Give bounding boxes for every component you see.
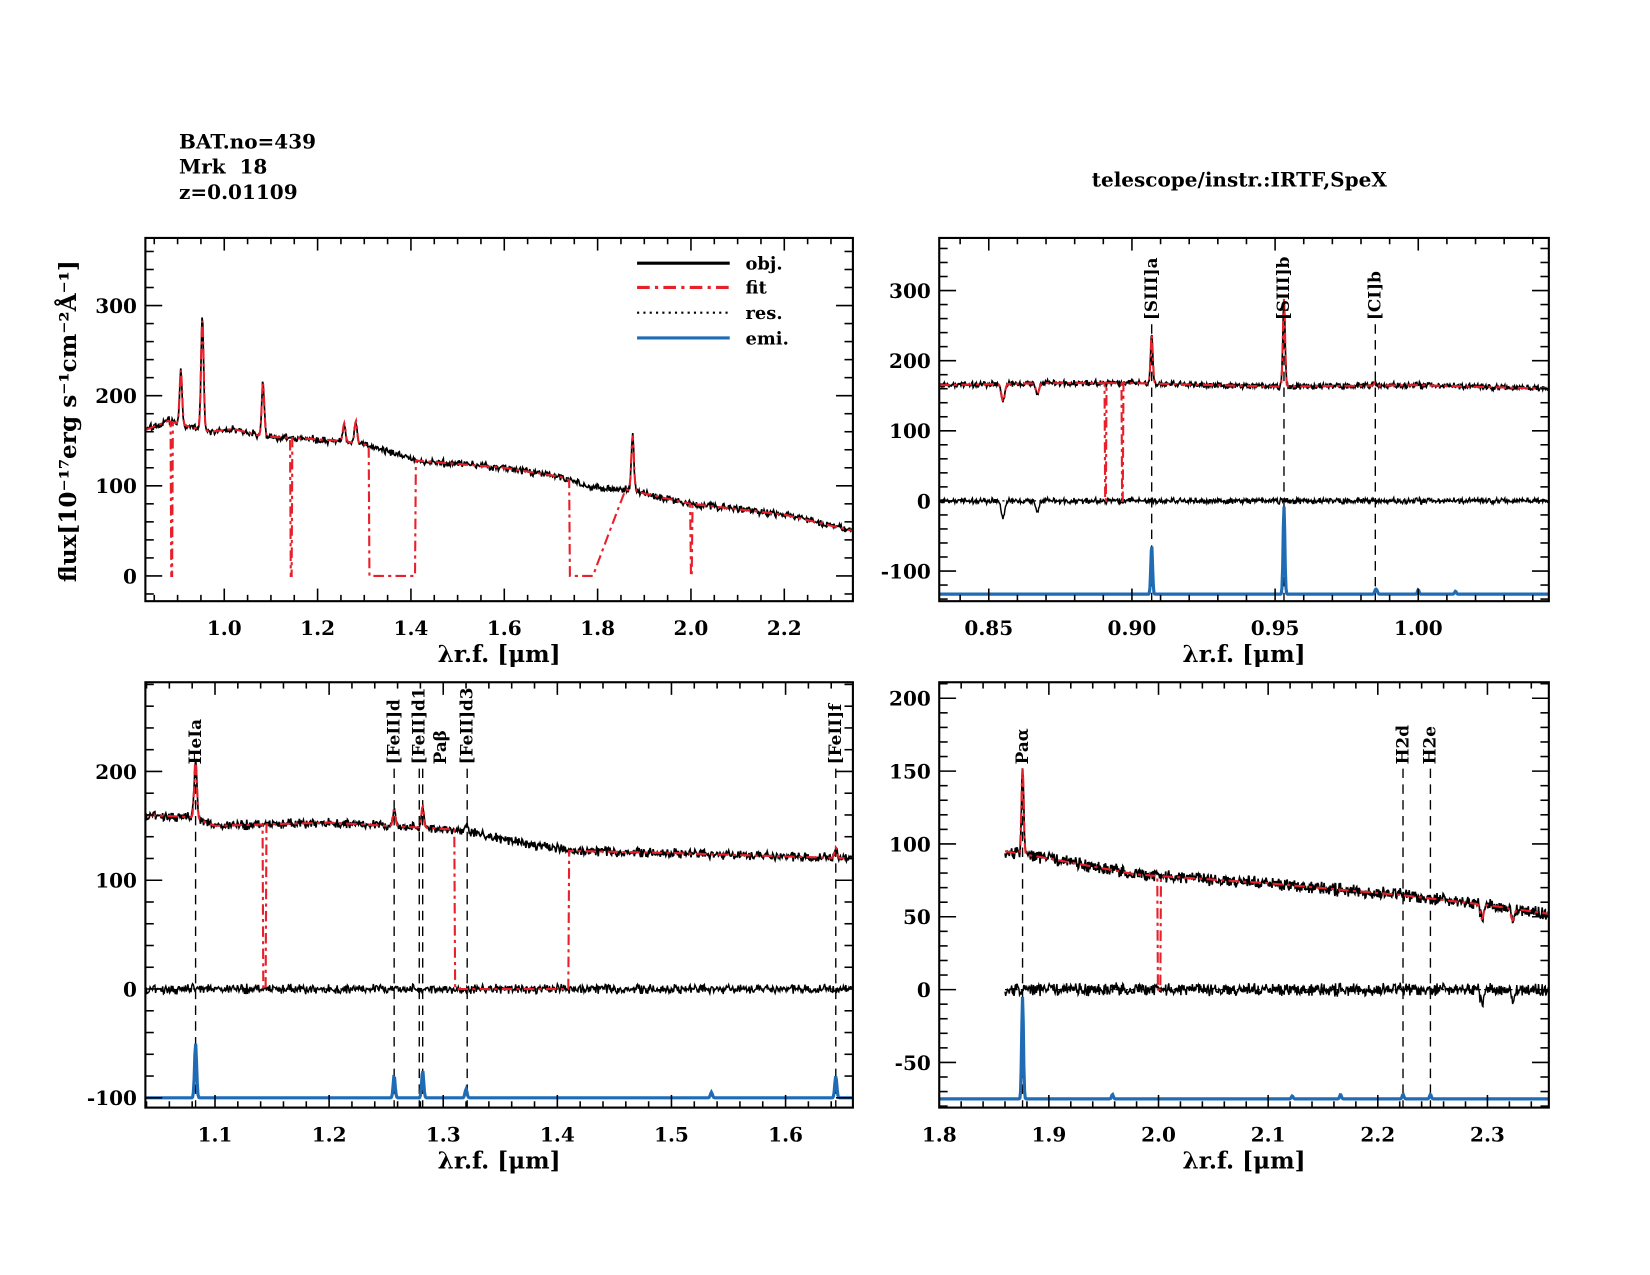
legend: obj. fit res. emi. — [637, 254, 789, 349]
obj-series — [145, 759, 853, 865]
plot-area — [939, 766, 1549, 1108]
x-tick-label: 1.2 — [312, 1122, 347, 1146]
fit-series — [939, 298, 1549, 502]
x-tick-label: 1.00 — [1394, 616, 1443, 640]
legend-res: res. — [746, 303, 783, 324]
y-tick-label: 150 — [889, 759, 931, 783]
x-axis-label: λr.f. [μm] — [1183, 1148, 1306, 1175]
x-tick-label: 1.6 — [487, 616, 522, 640]
x-tick-label: 1.0 — [207, 616, 242, 640]
fit-series — [145, 758, 853, 991]
x-tick-label: 2.2 — [1360, 1122, 1395, 1146]
axes-frame — [144, 681, 854, 1109]
x-tick-label: 0.85 — [964, 616, 1013, 640]
y-tick-label: 200 — [95, 384, 137, 408]
x-tick-label: 1.4 — [394, 616, 429, 640]
x-tick-label: 0.90 — [1108, 616, 1157, 640]
x-tick-label: 2.3 — [1470, 1122, 1505, 1146]
x-tick-label: 1.1 — [198, 1122, 233, 1146]
x-tick-label: 1.9 — [1031, 1122, 1066, 1146]
x-tick-label: 1.8 — [580, 616, 615, 640]
x-tick-label: 2.0 — [674, 616, 709, 640]
plot-area — [939, 298, 1549, 602]
y-tick-label: 300 — [95, 294, 137, 318]
obj-series — [1004, 768, 1549, 924]
y-tick-label: -100 — [87, 1086, 137, 1110]
x-tick-label: 1.5 — [654, 1122, 689, 1146]
panel-3: HeIa [FeII]d [FeII]d1 Paβ [FeII]d3 [FeII]f 1.1… — [87, 681, 854, 1175]
instrument-label: telescope/instr.:IRTF,SpeX — [1092, 167, 1388, 191]
residual-series — [1004, 981, 1549, 1009]
x-axis-label: λr.f. [μm] — [438, 641, 561, 668]
panel-4: Paα H2d H2e 1.8 1.9 2.0 2.1 2.2 2.3 -50 0 50 100 150 2… — [889, 681, 1550, 1175]
marker-label: [CI]b — [1365, 271, 1385, 320]
plot-area — [145, 317, 853, 577]
axes-frame — [938, 681, 1550, 1109]
x-tick-label: 0.95 — [1251, 616, 1300, 640]
marker-label: H2e — [1420, 726, 1440, 764]
fit-series — [145, 320, 853, 577]
obj-series — [145, 317, 853, 533]
x-tick-label: 1.2 — [300, 616, 335, 640]
x-axis-label: λr.f. [μm] — [1183, 641, 1306, 668]
marker-label: [SIII]b — [1273, 256, 1293, 320]
panel-2: [SIII]a [SIII]b [CI]b 0.85 0.90 0.95 1.00 -100 0… — [881, 236, 1550, 668]
marker-label: Paα — [1012, 728, 1032, 764]
x-tick-label: 1.8 — [922, 1122, 957, 1146]
y-tick-label: -50 — [895, 1051, 931, 1075]
legend-obj: obj. — [746, 254, 783, 275]
x-tick-label: 2.2 — [767, 616, 802, 640]
y-tick-label: 0 — [123, 564, 137, 588]
emi-series — [939, 996, 1549, 1101]
marker-label: HeIa — [185, 719, 205, 764]
y-tick-label: 50 — [903, 905, 931, 929]
marker-label: [SIII]a — [1141, 257, 1161, 320]
marker-label: [FeII]d3 — [456, 687, 476, 764]
axes-frame — [144, 236, 854, 603]
y-tick-label: 0 — [123, 977, 137, 1001]
axes-frame — [938, 236, 1550, 603]
y-tick-label: 100 — [95, 474, 137, 498]
plot-area — [145, 758, 853, 1108]
legend-fit: fit — [746, 278, 768, 299]
marker-label: [FeII]f — [825, 702, 845, 764]
legend-emi: emi. — [746, 328, 789, 349]
fit-series — [1004, 766, 1549, 991]
emi-series — [939, 506, 1549, 596]
panel-1: 1.0 1.2 1.4 1.6 1.8 2.0 2.2 0 100 200 300 λr.f. [μm… — [95, 236, 854, 668]
x-tick-label: 2.0 — [1141, 1122, 1176, 1146]
marker-label: [FeII]d — [383, 699, 403, 764]
x-tick-label: 2.1 — [1251, 1122, 1286, 1146]
y-tick-label: 100 — [889, 832, 931, 856]
object-name: Mrk 18 — [179, 155, 267, 179]
marker-label: Paβ — [430, 730, 450, 764]
bat-number: BAT.no=439 — [179, 129, 316, 153]
y-tick-label: 200 — [95, 760, 137, 784]
x-tick-label: 1.4 — [540, 1122, 575, 1146]
y-tick-label: 200 — [889, 687, 931, 711]
x-tick-label: 1.6 — [768, 1122, 803, 1146]
y-tick-label: 0 — [917, 978, 931, 1002]
redshift: z=0.01109 — [179, 180, 298, 204]
emi-series — [145, 1043, 853, 1100]
y-axis-label: flux[10⁻¹⁷erg s⁻¹cm⁻²Å⁻¹] — [55, 260, 82, 582]
y-tick-label: 0 — [917, 489, 931, 513]
y-tick-label: 100 — [889, 419, 931, 443]
x-axis-label: λr.f. [μm] — [438, 1148, 561, 1175]
y-tick-label: 300 — [889, 279, 931, 303]
y-tick-label: -100 — [881, 559, 931, 583]
residual-series — [939, 495, 1549, 520]
y-tick-label: 200 — [889, 349, 931, 373]
marker-label: [FeII]d1 — [409, 687, 429, 764]
residual-series — [145, 981, 853, 997]
x-tick-label: 1.3 — [426, 1122, 461, 1146]
y-tick-label: 100 — [95, 869, 137, 893]
marker-label: H2d — [1392, 725, 1412, 765]
